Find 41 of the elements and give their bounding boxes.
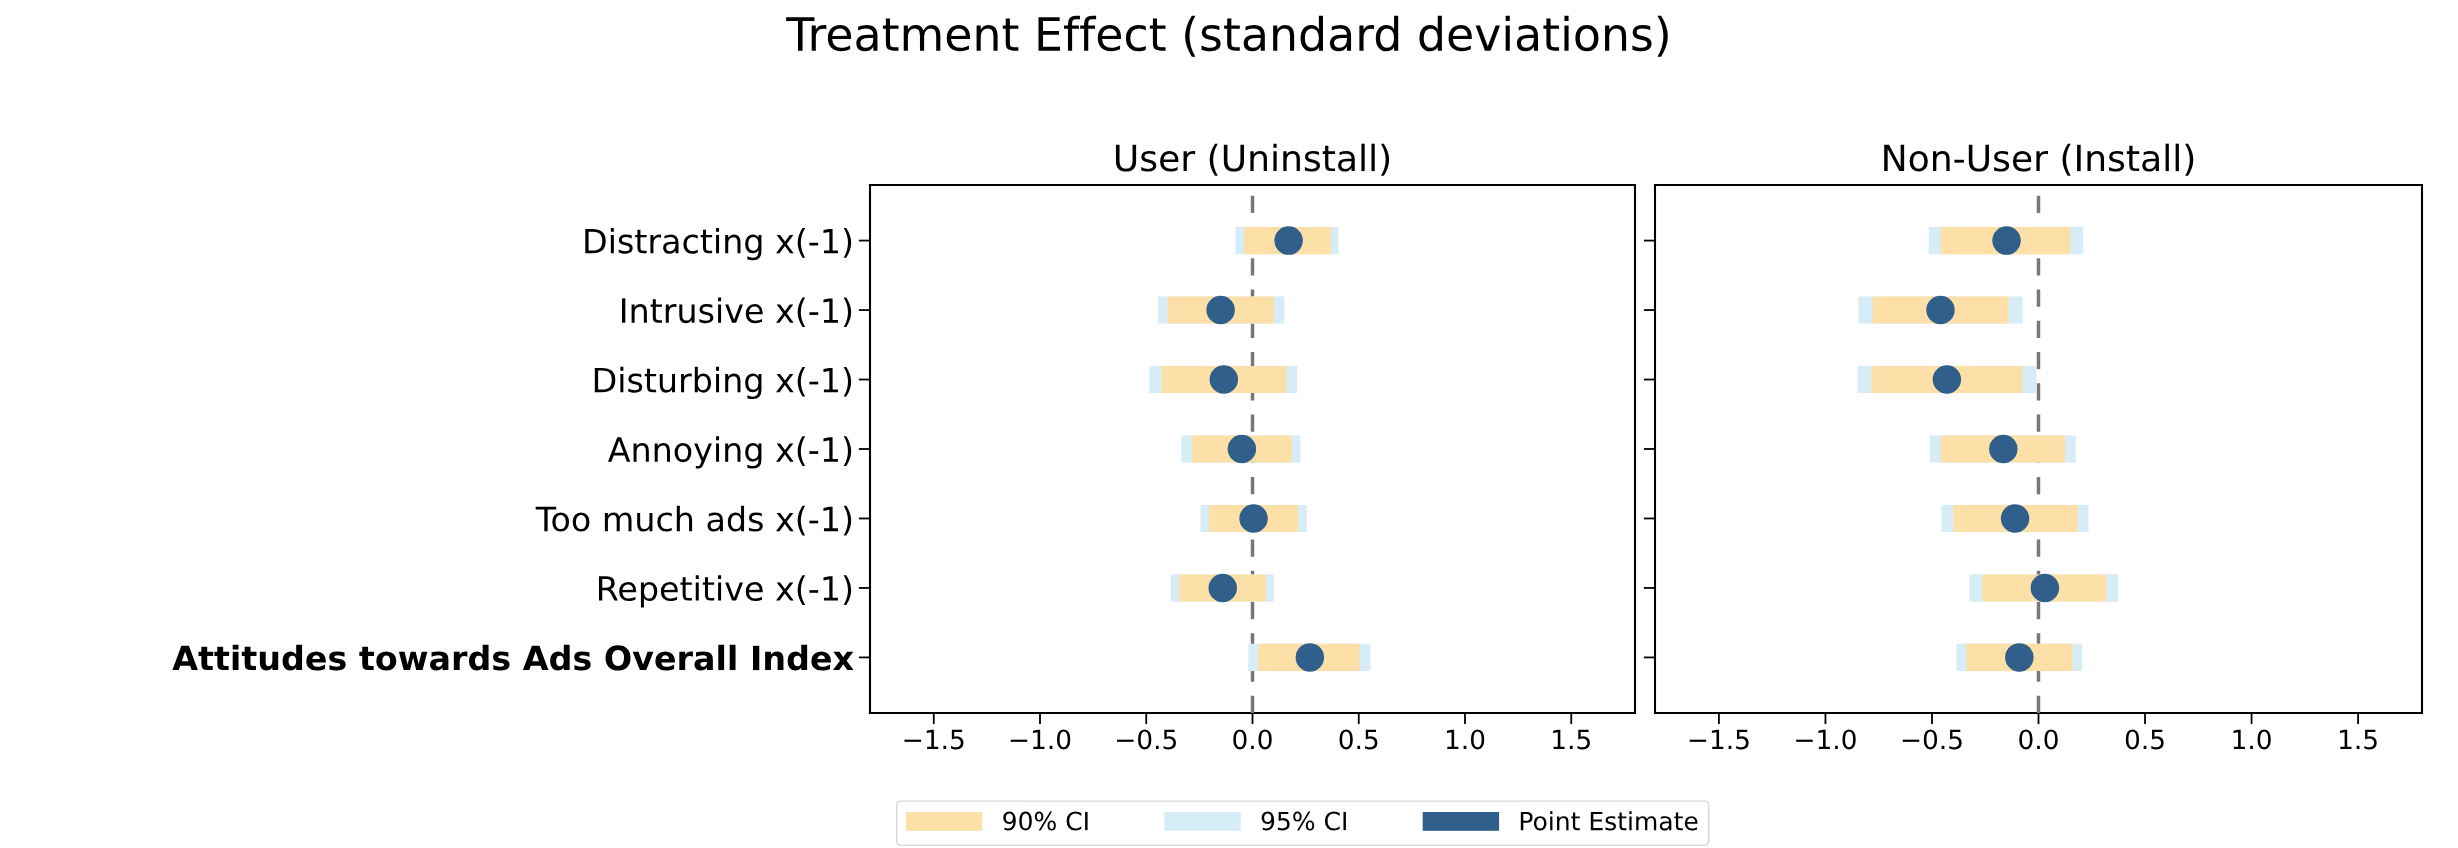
y-tick-label: Distracting x(-1) — [585, 227, 852, 261]
x-tick-label: 0.5 — [2125, 729, 2164, 750]
legend-label: Point Estimate — [1520, 811, 1698, 831]
point — [1926, 295, 1955, 325]
x-tick-label: 1.5 — [2340, 729, 2377, 750]
y-tick-label: Intrusive x(-1) — [622, 297, 852, 328]
y-tick-label: Disturbing x(-1) — [594, 366, 852, 400]
x-tick-label: −1.5 — [904, 729, 964, 750]
point — [1992, 226, 2021, 255]
point — [1239, 504, 1268, 533]
text: Treatment Effect (standard deviations) — [786, 15, 1668, 57]
x-tick-label: 1.0 — [1446, 729, 1485, 750]
point — [1227, 434, 1257, 464]
point — [2005, 643, 2034, 672]
x-tick-label: 1.5 — [1553, 729, 1590, 750]
y-tick-label: Attitudes towards Ads Overall Index — [172, 644, 854, 671]
chart-title: User (Uninstall) — [1115, 143, 1390, 176]
point — [1206, 295, 1235, 325]
point — [1932, 365, 1962, 394]
x-tick-label: −1.5 — [1689, 729, 1749, 750]
point — [1989, 434, 2018, 464]
x-tick-label: −1.0 — [1010, 729, 1071, 750]
point — [2000, 504, 2030, 533]
legend-label: 90% CI — [1003, 811, 1088, 831]
point — [1208, 573, 1237, 603]
chart-title: Non-User (Install) — [1884, 143, 2194, 176]
x-tick-label: −1.0 — [1796, 729, 1856, 750]
point — [1274, 226, 1303, 255]
y-tick-label: Repetitive x(-1) — [598, 575, 852, 608]
legend-label: 95% CI — [1261, 811, 1346, 831]
x-tick-label: 1.0 — [2233, 729, 2271, 750]
y-tick-label: Too much ads x(-1) — [535, 505, 852, 536]
x-tick-label: 0.0 — [2019, 729, 2058, 750]
x-tick-label: 0.5 — [1339, 729, 1378, 750]
x-tick-label: −0.5 — [1117, 729, 1176, 750]
x-tick-label: −0.5 — [1902, 729, 1962, 750]
point — [2030, 573, 2060, 603]
point — [1209, 365, 1239, 394]
x-tick-label: 0.0 — [1233, 729, 1272, 750]
y-tick-label: Annoying x(-1) — [608, 436, 852, 469]
point — [1295, 643, 1325, 672]
